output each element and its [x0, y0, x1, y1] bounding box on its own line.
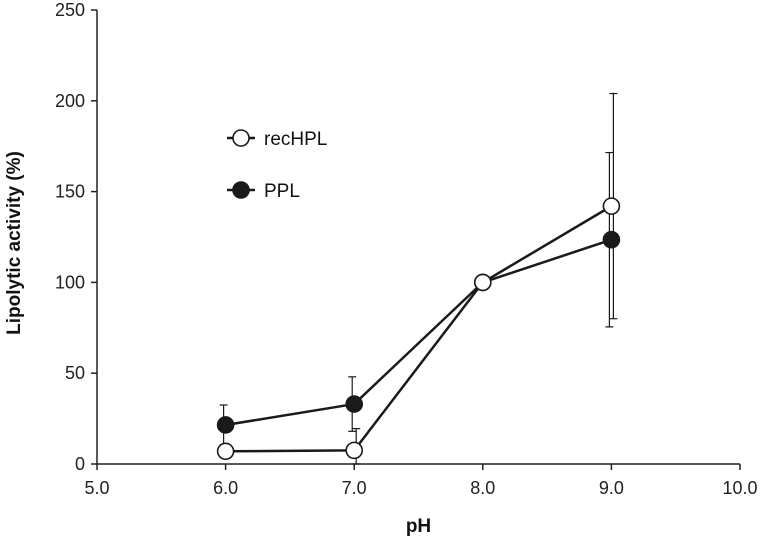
series-line-ppl [225, 238, 612, 427]
legend: recHPL PPL [227, 129, 327, 202]
x-ticks: 5.0 6.0 7.0 8.0 9.0 10.0 [84, 464, 758, 498]
x-tick-label-3: 8.0 [470, 478, 495, 498]
y-tick-label-5: 250 [55, 0, 85, 20]
y-tick-label-2: 100 [55, 272, 85, 292]
y-tick-label-0: 0 [75, 454, 85, 474]
legend-label-rechpl: recHPL [264, 129, 327, 150]
point-rechpl-0 [216, 442, 235, 461]
series-points [216, 197, 621, 461]
y-tick-label-4: 200 [55, 91, 85, 111]
y-tick-label-1: 50 [65, 363, 85, 383]
point-rechpl-3 [602, 197, 621, 215]
legend-item-rechpl: recHPL [227, 129, 327, 150]
y-axis-title: Lipolytic activity (%) [4, 151, 25, 335]
x-axis-title: pH [406, 516, 431, 537]
x-tick-label-2: 7.0 [342, 478, 367, 498]
y-tick-label-3: 150 [55, 182, 85, 202]
legend-label-ppl: PPL [264, 181, 300, 202]
point-rechpl-1 [345, 441, 364, 460]
x-tick-label-1: 6.0 [213, 478, 238, 498]
point-ppl-0 [216, 416, 235, 434]
point-rechpl-2 [473, 273, 492, 292]
legend-item-ppl: PPL [227, 181, 300, 202]
x-tick-label-5: 10.0 [722, 478, 757, 498]
legend-marker-ppl [232, 181, 250, 199]
x-tick-label-0: 5.0 [84, 478, 109, 498]
series-lines [225, 205, 613, 453]
y-ticks: 0 50 100 150 200 250 [55, 0, 97, 474]
series-line-rechpl [225, 205, 613, 453]
point-ppl-3 [602, 230, 621, 249]
legend-marker-rechpl [232, 129, 250, 147]
axes [96, 10, 740, 465]
x-tick-label-4: 9.0 [599, 478, 624, 498]
point-ppl-1 [345, 395, 364, 413]
